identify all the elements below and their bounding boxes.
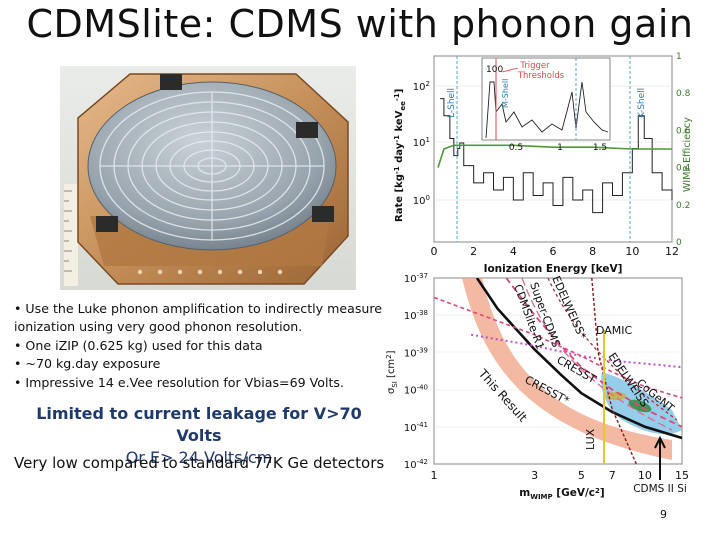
y2-tick: 1	[676, 52, 682, 62]
inset-annotation-thresholds: Thresholds	[517, 71, 565, 81]
x-tick: 7	[609, 469, 616, 482]
y2-tick: 0	[676, 238, 682, 248]
annotation-cdms-ii-si: CDMS II Si	[633, 483, 687, 495]
limit-line-2: Or E> 24 Volts/cm	[125, 448, 273, 467]
y2-tick: 0.8	[676, 89, 691, 99]
x-tick: 8	[589, 245, 596, 258]
spectrum-chart: L-Shell K-Shell 100 M-Shell Trigger Thre…	[393, 52, 693, 275]
y2-tick: 0.4	[676, 164, 691, 174]
x-tick: 1	[431, 469, 438, 482]
x-tick: 2	[470, 245, 477, 258]
series-wimp-efficiency	[437, 144, 672, 168]
detector-photo	[60, 66, 356, 290]
comparison-note: Very low compared to standard 77K Ge det…	[14, 454, 385, 472]
y-tick: 10-37	[404, 272, 428, 285]
annotation-l-shell: L-Shell	[447, 88, 457, 118]
limit-line-1: Limited to current leakage for V>70 Volt…	[36, 404, 362, 445]
y-tick: 102	[413, 80, 430, 93]
series-this-result	[475, 278, 682, 440]
y-tick: 101	[413, 136, 430, 149]
bullet-item: • Use the Luke phonon amplification to i…	[14, 301, 383, 335]
annotation-damic: DAMIC	[596, 324, 633, 337]
annotation-lux: LUX	[584, 428, 597, 450]
y-tick: 10-38	[404, 309, 428, 322]
x-axis-label: mWIMP [GeV/c2]	[519, 487, 604, 501]
series-super-cdms	[521, 278, 673, 431]
y-tick: 10-41	[404, 421, 428, 434]
limit-chart: This Result CDMSlite-R1 Super-CDMS EDELW…	[385, 272, 689, 501]
x-tick: 0	[431, 245, 438, 258]
y-tick: 100	[413, 194, 430, 207]
slide-title: CDMSlite: CDMS with phonon gain	[26, 2, 694, 46]
x-tick: 4	[510, 245, 517, 258]
inset-ytick: 100	[486, 65, 503, 75]
inset-xtick: 0.5	[509, 143, 523, 153]
y-axis-label: σSI [cm2]	[385, 350, 399, 394]
page-number: 9	[660, 508, 667, 521]
series-edelweiss-star	[547, 278, 678, 421]
x-tick: 10	[625, 245, 639, 258]
annotation-k-shell: K-Shell	[637, 88, 647, 118]
series-cdmslite-r1	[505, 278, 682, 428]
x-tick: 5	[578, 469, 585, 482]
x-tick: 12	[665, 245, 679, 258]
inset-annotation-m-shell: M-Shell	[501, 79, 510, 108]
inset-xtick: 1.5	[593, 143, 607, 153]
y2-tick: 0.2	[676, 201, 690, 211]
y-tick: 10-40	[404, 384, 428, 397]
y2-tick: 0.6	[676, 126, 691, 136]
inset-annotation-trigger: Trigger	[519, 61, 550, 71]
bullet-item: • ~70 kg.day exposure	[14, 356, 161, 372]
x-tick: 3	[531, 469, 538, 482]
y-tick: 10-39	[404, 346, 428, 359]
arrow-icon	[654, 435, 666, 480]
y-axis-label: Rate [kg-1 day-1 keVee-1]	[393, 89, 407, 222]
y-tick: 10-42	[404, 458, 428, 471]
limit-statement: Limited to current leakage for V>70 Volt…	[14, 403, 384, 469]
series-cresst	[434, 296, 682, 399]
x-tick: 15	[675, 469, 689, 482]
inset-xtick: 1	[557, 143, 563, 153]
x-axis-label: Ionization Energy [keV]	[484, 263, 623, 275]
bullet-list: • Use the Luke phonon amplification to i…	[14, 300, 384, 392]
bullet-item: • Impressive 14 e.Vee resolution for Vbi…	[14, 374, 344, 390]
y2-axis-label: WIMP Efficiency	[682, 117, 693, 192]
bullet-item: • One iZIP (0.625 kg) used for this data	[14, 337, 263, 353]
x-tick: 10	[638, 469, 652, 482]
x-tick: 6	[550, 245, 557, 258]
